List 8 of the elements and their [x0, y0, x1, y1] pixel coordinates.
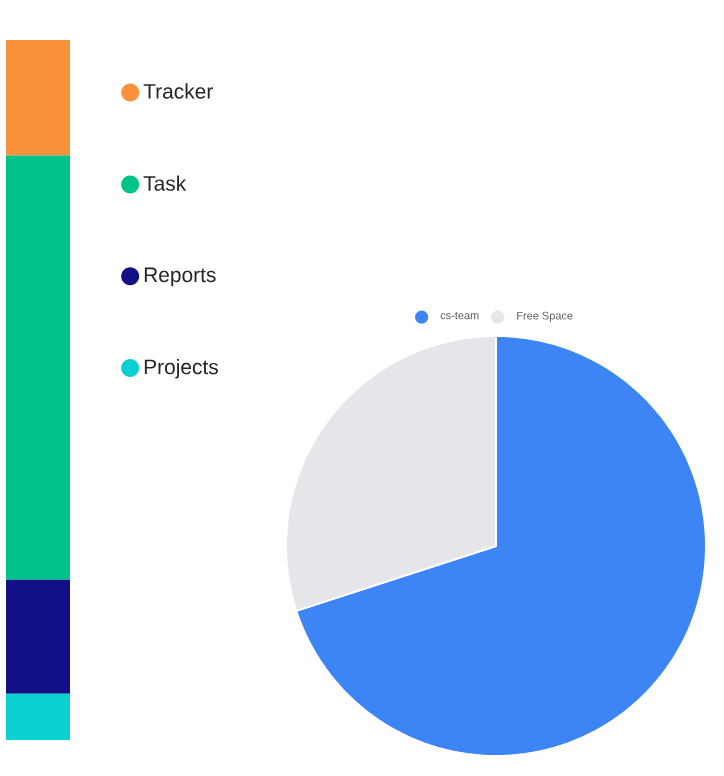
bar — [6, 39, 70, 156]
bar — [6, 693, 70, 740]
legend-label: Tracker — [143, 83, 213, 99]
bar — [6, 155, 70, 580]
bar — [6, 579, 70, 694]
legend-label: Projects — [144, 358, 218, 379]
legend-label: Reports — [144, 267, 216, 287]
legend-label: Task — [143, 175, 187, 191]
